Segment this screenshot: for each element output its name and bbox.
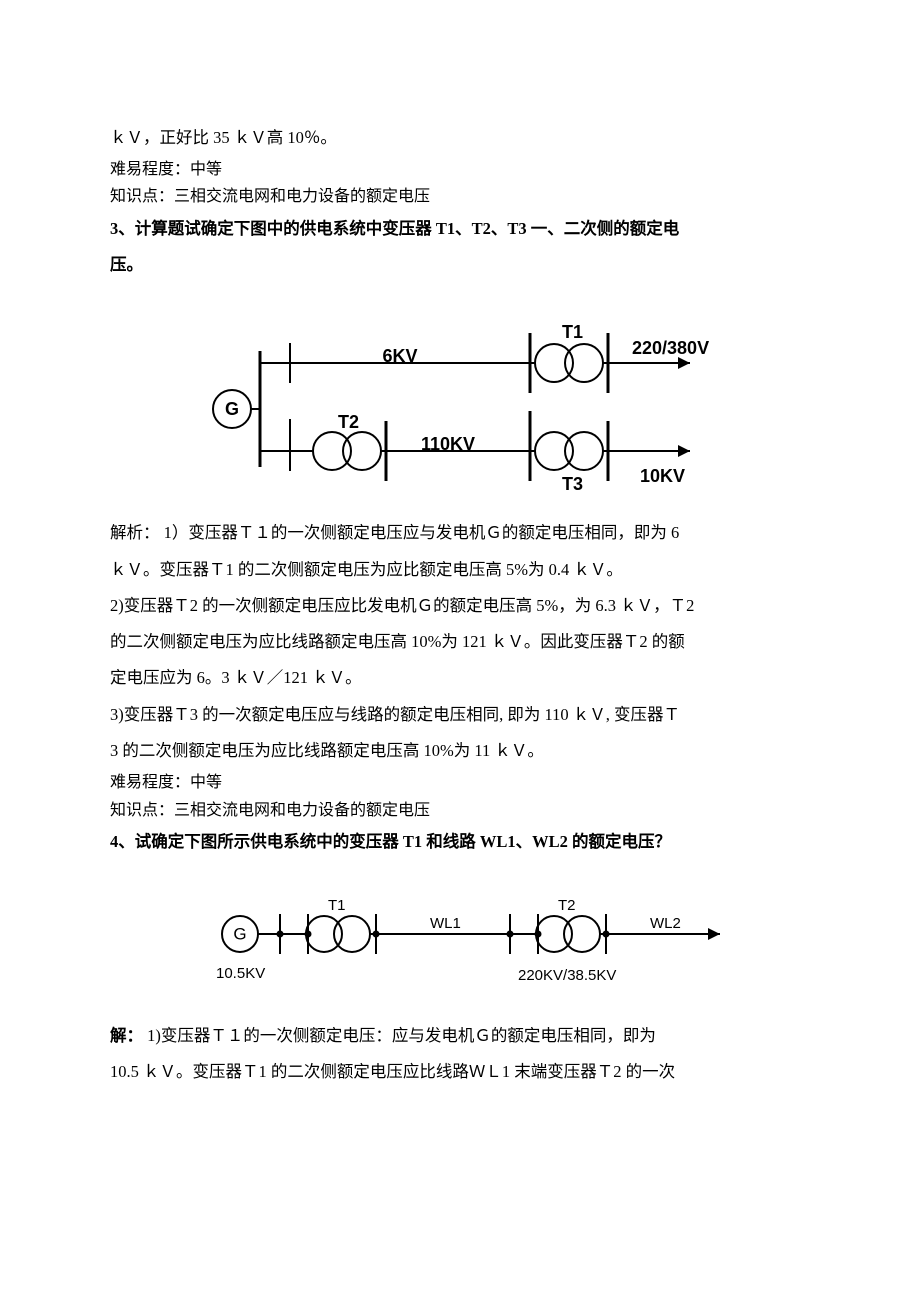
q4-heading: 4、试确定下图所示供电系统中的变压器 T1 和线路 WL1、WL2 的额定电压？ (110, 824, 810, 860)
svg-text:T2: T2 (558, 897, 576, 914)
svg-text:110KV: 110KV (421, 434, 475, 454)
svg-text:220/380V: 220/380V (632, 338, 709, 358)
svg-text:T2: T2 (338, 412, 359, 432)
q3-answer-line: 3 的二次侧额定电压为应比线路额定电压高 10%为 11 ｋＶ。 (110, 733, 810, 769)
tail-prev-answer: ｋＶ，正好比 35 ｋＶ高 10％。 (110, 120, 810, 156)
svg-text:220KV/38.5KV: 220KV/38.5KV (518, 967, 616, 984)
svg-text:T1: T1 (562, 322, 583, 342)
difficulty-label: 难易程度：中等 (110, 769, 810, 796)
svg-text:T3: T3 (562, 474, 583, 491)
svg-text:WL2: WL2 (650, 915, 681, 932)
q4-circuit-diagram: G 10.5KV T1 WL1 T2 220KV/38.5KV WL2 (180, 884, 740, 994)
difficulty-label: 难易程度：中等 (110, 156, 810, 183)
q3-answer-line: 2)变压器Ｔ2 的一次侧额定电压应比发电机Ｇ的额定电压高 5%，为 6.3 ｋＶ… (110, 588, 810, 624)
svg-text:G: G (225, 399, 239, 419)
q4-answer-line1: 解： 1)变压器Ｔ１的一次侧额定电压：应与发电机Ｇ的额定电压相同，即为 (110, 1018, 810, 1054)
knowledge-point-label: 知识点：三相交流电网和电力设备的额定电压 (110, 797, 810, 824)
svg-text:10KV: 10KV (640, 466, 685, 486)
q3-answer-line: 3)变压器Ｔ3 的一次额定电压应与线路的额定电压相同, 即为 110 ｋＶ, 变… (110, 697, 810, 733)
svg-text:WL1: WL1 (430, 915, 461, 932)
q3-answer-line: ｋＶ。变压器Ｔ1 的二次侧额定电压为应比额定电压高 5%为 0.4 ｋＶ。 (110, 552, 810, 588)
q3-answer-line: 定电压应为 6。3 ｋＶ／121 ｋＶ。 (110, 660, 810, 696)
q3-heading-line1: 3、计算题试确定下图中的供电系统中变压器 T1、T2、T3 一、二次侧的额定电 (110, 211, 810, 247)
svg-text:10.5KV: 10.5KV (216, 965, 265, 982)
knowledge-point-label: 知识点：三相交流电网和电力设备的额定电压 (110, 183, 810, 210)
q3-heading-line2: 压。 (110, 247, 810, 283)
q4-answer-rest: 1)变压器Ｔ１的一次侧额定电压：应与发电机Ｇ的额定电压相同，即为 (143, 1026, 656, 1045)
q3-answer-line: 的二次侧额定电压为应比线路额定电压高 10%为 121 ｋＶ。因此变压器Ｔ2 的… (110, 624, 810, 660)
q3-answer-line: 解析： 1）变压器Ｔ１的一次侧额定电压应与发电机Ｇ的额定电压相同，即为 6 (110, 515, 810, 551)
svg-text:G: G (233, 925, 246, 944)
answer-prefix: 解： (110, 1026, 143, 1045)
q3-circuit-diagram: G6KVT1220/380VT2110KVT310KV (200, 301, 720, 491)
q4-answer-line: 10.5 ｋＶ。变压器Ｔ1 的二次侧额定电压应比线路ＷＬ1 末端变压器Ｔ2 的一… (110, 1054, 810, 1090)
svg-text:T1: T1 (328, 897, 346, 914)
